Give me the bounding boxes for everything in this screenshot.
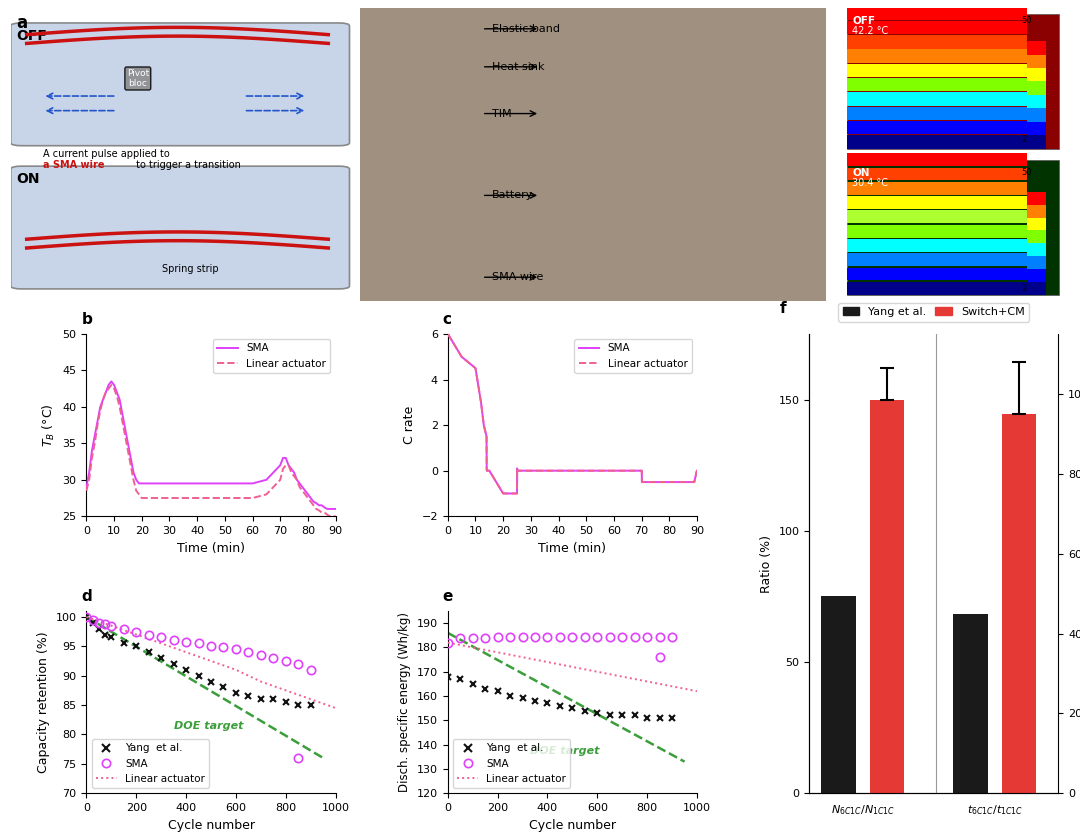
Text: TIM: TIM	[492, 109, 512, 119]
Text: Battery: Battery	[492, 190, 534, 200]
Bar	[847, 168, 1027, 180]
Bar	[847, 282, 1027, 295]
Text: a SMA wire: a SMA wire	[42, 160, 104, 170]
Bar	[1027, 95, 1045, 109]
Legend: SMA, Linear actuator: SMA, Linear actuator	[575, 339, 692, 372]
Y-axis label: $T_B$ (°C): $T_B$ (°C)	[41, 403, 57, 447]
Bar	[847, 239, 1027, 252]
Bar	[1027, 205, 1045, 218]
Bar	[847, 135, 1027, 149]
Bar	[822, 596, 855, 793]
Bar	[847, 225, 1027, 238]
Text: 50: 50	[1022, 16, 1032, 25]
Text: SMA wire: SMA wire	[492, 272, 543, 282]
Bar	[847, 253, 1027, 266]
X-axis label: Time (min): Time (min)	[177, 542, 245, 554]
Bar	[1027, 122, 1045, 135]
Bar	[954, 614, 987, 793]
Text: Heat sink: Heat sink	[492, 62, 545, 72]
Text: f: f	[780, 301, 786, 316]
Text: OFF: OFF	[16, 28, 46, 43]
Y-axis label: C rate: C rate	[403, 406, 416, 444]
Bar	[1027, 256, 1045, 269]
Text: Spring strip: Spring strip	[162, 265, 219, 274]
Bar	[1027, 192, 1045, 205]
Bar	[847, 267, 1027, 281]
Legend: SMA, Linear actuator: SMA, Linear actuator	[213, 339, 330, 372]
Bar	[847, 21, 1027, 34]
Bar	[1027, 54, 1045, 68]
Text: 25: 25	[1022, 135, 1032, 144]
Text: ON: ON	[852, 168, 869, 178]
Text: 25: 25	[1022, 284, 1032, 293]
X-axis label: Cycle number: Cycle number	[529, 818, 616, 832]
X-axis label: Cycle number: Cycle number	[167, 818, 255, 832]
Text: to trigger a transition: to trigger a transition	[133, 160, 241, 170]
Bar	[847, 49, 1027, 63]
Bar	[1027, 230, 1045, 243]
Text: a: a	[16, 14, 27, 33]
Bar	[870, 400, 904, 793]
FancyBboxPatch shape	[847, 14, 1058, 149]
Text: 42.2 °C: 42.2 °C	[852, 26, 889, 36]
Legend: Yang  et al., SMA, Linear actuator: Yang et al., SMA, Linear actuator	[453, 739, 570, 788]
Bar	[847, 78, 1027, 92]
Bar	[1027, 135, 1045, 149]
Text: 30.4 °C: 30.4 °C	[852, 178, 888, 188]
Y-axis label: Disch. specific energy (Wh/kg): Disch. specific energy (Wh/kg)	[399, 612, 411, 792]
Text: DOE target: DOE target	[530, 746, 599, 757]
Bar	[847, 182, 1027, 195]
X-axis label: Time (min): Time (min)	[539, 542, 606, 554]
Text: Elastic band: Elastic band	[492, 24, 561, 33]
Bar	[847, 196, 1027, 209]
Legend: Yang  et al., SMA, Linear actuator: Yang et al., SMA, Linear actuator	[92, 739, 210, 788]
Bar	[1002, 414, 1037, 793]
Text: DOE target: DOE target	[174, 721, 243, 731]
Bar	[847, 210, 1027, 223]
Text: A current pulse applied to: A current pulse applied to	[42, 149, 170, 170]
FancyBboxPatch shape	[360, 8, 826, 301]
Bar	[1027, 218, 1045, 230]
Bar	[1027, 282, 1045, 295]
Bar	[1027, 41, 1045, 54]
Legend: Yang et al., Switch+CM: Yang et al., Switch+CM	[838, 303, 1029, 321]
Bar	[1027, 82, 1045, 95]
Bar	[1027, 243, 1045, 256]
Bar	[847, 121, 1027, 134]
Bar	[847, 154, 1027, 166]
FancyBboxPatch shape	[11, 166, 350, 289]
FancyBboxPatch shape	[847, 160, 1058, 295]
Text: b: b	[81, 311, 92, 326]
Bar	[1027, 269, 1045, 282]
Y-axis label: Ratio (%): Ratio (%)	[760, 534, 773, 593]
Bar	[847, 7, 1027, 20]
Bar	[847, 35, 1027, 48]
Y-axis label: Capacity retention (%): Capacity retention (%)	[37, 631, 50, 773]
Bar	[1027, 68, 1045, 82]
Text: Pivot
bloc: Pivot bloc	[126, 68, 149, 89]
Bar	[847, 63, 1027, 77]
Text: c: c	[443, 311, 451, 326]
Text: OFF: OFF	[852, 16, 875, 26]
Bar	[847, 107, 1027, 120]
Text: 50: 50	[1022, 168, 1032, 177]
FancyBboxPatch shape	[11, 23, 350, 145]
Bar	[1027, 109, 1045, 122]
Text: ON: ON	[16, 172, 40, 186]
Text: e: e	[443, 589, 454, 604]
Bar	[847, 93, 1027, 106]
Text: d: d	[81, 589, 92, 604]
